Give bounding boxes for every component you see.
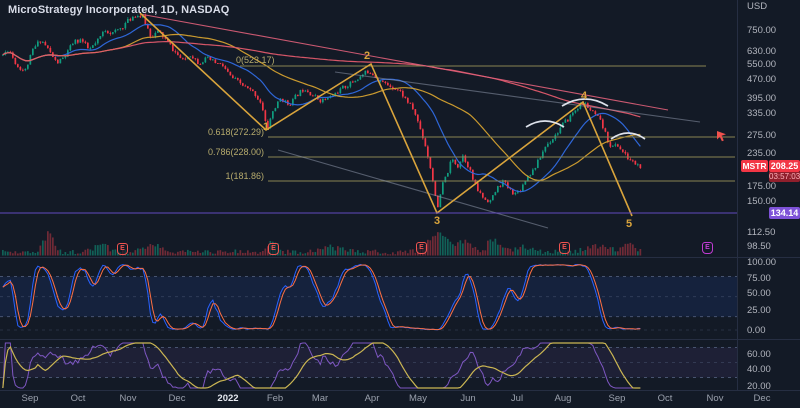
elliott-wave-label[interactable]: 2	[363, 50, 371, 62]
time-tick-label: Nov	[706, 393, 724, 404]
price-tick-label: 100.00	[747, 257, 777, 268]
time-tick-label: Jul	[510, 393, 524, 404]
time-tick-label: Jun	[460, 393, 476, 404]
elliott-wave-label[interactable]: 3	[433, 215, 441, 227]
rsi-band	[0, 347, 737, 378]
ma-slow-line[interactable]	[2, 40, 641, 118]
price-tick-label: 60.00	[747, 349, 771, 360]
time-tick-label: May	[409, 393, 427, 404]
earnings-badge[interactable]: E	[416, 242, 427, 254]
price-tick-label: 25.00	[747, 305, 771, 316]
price-tick-label: 0.00	[747, 325, 766, 336]
time-tick-label: Oct	[70, 393, 86, 404]
price-tick-label: 112.50	[747, 227, 776, 238]
price-tick-label: 750.00	[747, 25, 777, 36]
price-tick-label: 50.00	[747, 288, 771, 299]
price-axis-unit: USD	[747, 1, 768, 12]
elliott-wave-label[interactable]: 4	[580, 90, 588, 102]
earnings-badge[interactable]: E	[268, 243, 279, 255]
time-tick-label: Mar	[311, 393, 329, 404]
trend-line[interactable]	[139, 13, 669, 111]
fib-level-label: 1(181.86)	[225, 171, 264, 181]
price-tick-label: 470.00	[747, 74, 777, 85]
stoch-d-line[interactable]	[2, 264, 641, 331]
arc-drawing[interactable]	[525, 120, 565, 128]
trend-line[interactable]	[334, 71, 701, 123]
price-axis[interactable]: USD 750.00 630.00 550.00 470.00 395.00 335.00…	[737, 0, 800, 392]
arc-drawing[interactable]	[561, 98, 609, 107]
elliott-zigzag-line[interactable]	[139, 12, 633, 217]
time-axis[interactable]: Sep Oct Nov Dec 2022 Feb Mar Apr May Jun Jul Aug Sep…	[0, 390, 800, 408]
elliott-wave-label[interactable]: 1	[262, 121, 270, 133]
time-tick-label: Dec	[168, 393, 186, 404]
chart-title[interactable]: MicroStrategy Incorporated, 1D, NASDAQ	[8, 4, 230, 16]
ma-fast-line[interactable]	[2, 23, 641, 193]
time-tick-label: Oct	[657, 393, 673, 404]
volume-layer	[2, 231, 642, 256]
symbol-badge: MSTR	[741, 160, 768, 172]
price-tick-label: 150.00	[747, 196, 777, 207]
candles-layer	[2, 13, 642, 208]
rsi-ma-line[interactable]	[2, 342, 641, 389]
fib-level-label: 0.786(228.00)	[207, 147, 264, 157]
price-tick-label: 235.00	[747, 148, 777, 159]
price-tick-label: 275.00	[747, 130, 777, 141]
elliott-wave-label[interactable]: 5	[625, 218, 633, 230]
stoch-band	[0, 276, 737, 317]
time-tick-label: Dec	[753, 393, 771, 404]
trend-line[interactable]	[277, 149, 549, 229]
bar-countdown-label: 03:57:03	[769, 172, 800, 182]
price-tick-label: 98.50	[747, 241, 771, 252]
stoch-k-line[interactable]	[2, 263, 641, 331]
fib-level-label: 0(523.17)	[236, 55, 275, 65]
time-tick-label: Aug	[554, 393, 572, 404]
time-tick-label: Sep	[608, 393, 626, 404]
earnings-badge[interactable]: E	[702, 242, 713, 254]
fib-level-label: 0.618(272.29)	[207, 127, 264, 137]
time-tick-label: 2022	[217, 393, 239, 404]
drawing-cursor-icon	[717, 131, 726, 142]
time-tick-label: Nov	[119, 393, 137, 404]
price-tick-label: 395.00	[747, 93, 777, 104]
earnings-badge[interactable]: E	[559, 242, 570, 254]
time-tick-label: Feb	[266, 393, 284, 404]
time-tick-label: Apr	[364, 393, 380, 404]
arc-drawing[interactable]	[610, 132, 646, 140]
last-price-label: 208.25	[769, 160, 800, 172]
price-tick-label: 20.00	[747, 381, 771, 392]
alert-price-label: 134.14	[769, 207, 800, 219]
price-tick-label: 40.00	[747, 364, 771, 375]
price-tick-label: 630.00	[747, 46, 777, 57]
earnings-badge[interactable]: E	[117, 243, 128, 255]
price-tick-label: 550.00	[747, 59, 777, 70]
rsi-line[interactable]	[2, 342, 641, 389]
price-tick-label: 75.00	[747, 273, 771, 284]
time-tick-label: Sep	[21, 393, 39, 404]
price-tick-label: 175.00	[747, 181, 777, 192]
ma-mid-line[interactable]	[2, 33, 641, 181]
price-tick-label: 335.00	[747, 108, 777, 119]
